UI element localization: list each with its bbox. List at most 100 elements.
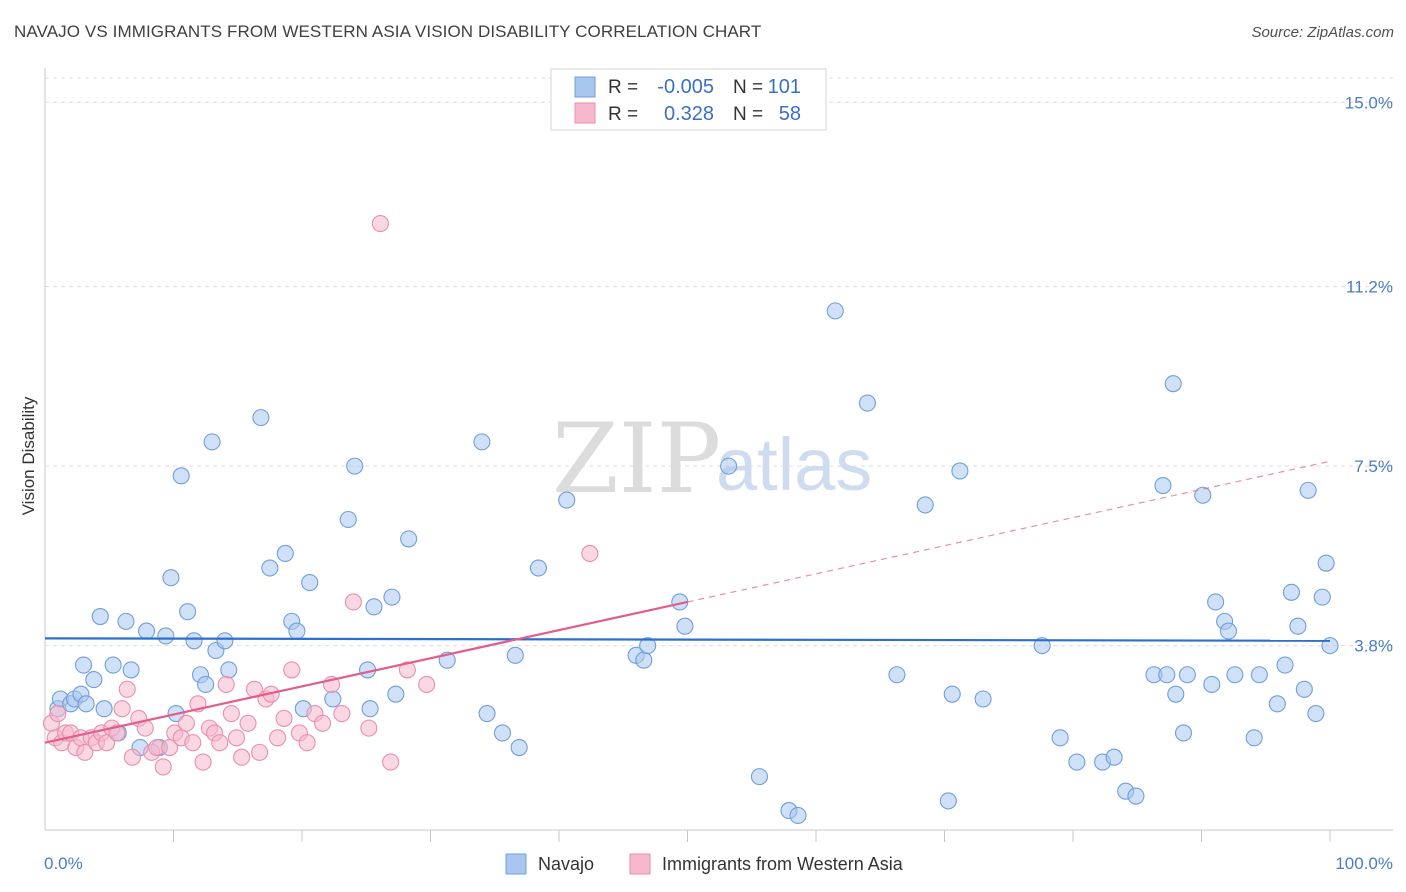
navajo-point [361,700,379,718]
navajo-point [95,700,113,718]
navajo-point [558,491,576,509]
navajo-point [104,656,122,674]
immigrants-point [227,729,246,747]
navajo-point [473,433,491,451]
immigrants-points [42,214,599,776]
navajo-point [493,724,512,742]
navajo-point [529,559,547,577]
immigrants-point [371,214,389,233]
immigrants-point [49,705,67,723]
immigrants-point [123,748,141,766]
navajo-trend-line [44,637,1331,642]
navajo-point [916,496,934,514]
navajo-point [1307,705,1325,723]
immigrants-point [360,719,378,737]
immigrants-point [344,593,362,611]
navajo-point [858,394,876,412]
navajo-point [974,690,992,708]
navajo-point [276,544,294,563]
navajo-point [75,656,93,674]
bottom-legend-immigrants-swatch [629,853,651,875]
immigrants-point [581,544,599,563]
legend-r-value: 0.328 [664,103,714,125]
navajo-point [301,574,319,592]
navajo-point [252,409,270,427]
navajo-point [1268,695,1286,713]
navajo-point [400,530,418,548]
navajo-point [1295,680,1313,698]
navajo-point [172,467,190,485]
navajo-point [288,622,306,640]
navajo-point [1313,588,1331,606]
navajo-point [1245,729,1263,747]
gridlines [45,77,1393,647]
navajo-point [506,646,524,664]
legend-n-value: 58 [779,103,801,125]
navajo-point [77,695,95,713]
navajo-point [122,661,140,679]
navajo-point [1299,481,1317,499]
navajo-point [179,603,197,621]
navajo-points [49,302,1339,824]
immigrants-point [233,748,251,766]
y-tick-label: 15.0% [1345,93,1393,112]
navajo-point [1203,675,1221,694]
navajo-point [1250,666,1268,684]
navajo-point [720,457,738,475]
immigrants-point [211,734,229,752]
immigrants-point [217,675,235,694]
navajo-point [1158,666,1176,684]
immigrants-point [113,700,131,718]
legend-immigrants-swatch [574,102,596,124]
navajo-point [1178,666,1196,684]
navajo-point [137,622,156,640]
legend-r-value: -0.005 [657,76,714,98]
x-tick-label-right: 100.0% [1335,854,1393,873]
navajo-point [826,302,844,320]
navajo-point [750,768,769,786]
navajo-point [888,666,906,684]
legend-r-label: R = [608,77,638,98]
navajo-point [1127,787,1145,805]
navajo-point [203,433,221,451]
immigrants-point [333,705,351,723]
navajo-point [220,661,238,679]
navajo-point [365,598,383,616]
bottom-legend-navajo-swatch [505,853,527,875]
navajo-point [635,651,653,669]
navajo-point [676,617,694,635]
y-tick-labels: 3.8% 7.5% 11.2% 15.0% [1345,93,1393,655]
navajo-point [939,792,957,810]
navajo-point [1154,476,1172,495]
navajo-point [1051,729,1069,747]
immigrants-point [108,724,126,742]
navajo-point [339,510,357,529]
immigrants-point [314,714,332,732]
navajo-point [91,607,109,626]
immigrants-point [154,758,172,776]
series-legend: Navajo Immigrants from Western Asia [505,853,904,875]
watermark-atlas: atlas [716,423,872,506]
immigrants-point [118,680,136,698]
immigrants-point [398,661,416,679]
navajo-point [789,806,807,824]
immigrants-point [382,753,400,771]
navajo-point [951,462,969,480]
navajo-point [639,637,657,655]
navajo-point [324,690,342,708]
immigrants-trend-line [44,600,688,744]
navajo-point [1174,724,1193,742]
x-tick-label-left: 0.0% [44,854,83,873]
navajo-point [1164,375,1182,393]
legend-n-value: 101 [768,76,801,98]
navajo-point [1276,656,1294,674]
navajo-point [1289,617,1307,635]
navajo-point [1282,583,1300,601]
bottom-legend-immigrants: Immigrants from Western Asia [662,854,904,874]
navajo-point [1194,486,1212,504]
navajo-point [85,671,103,689]
immigrants-point [298,734,316,752]
navajo-point [346,457,364,475]
legend-r-label: R = [608,104,638,125]
immigrants-point [283,661,301,679]
